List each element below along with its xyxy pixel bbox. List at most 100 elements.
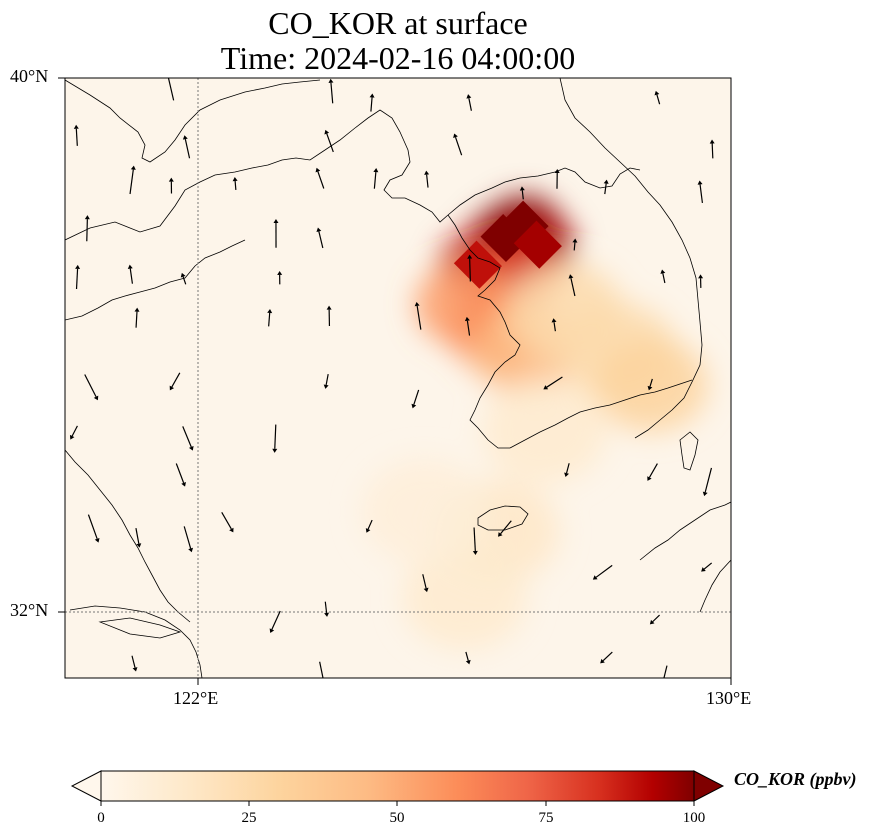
wind-arrow (702, 467, 713, 497)
lon-label-130e: 130°E (706, 688, 752, 708)
colorbar-gradient (101, 771, 694, 801)
wind-arrow (75, 264, 81, 290)
wind-arrow (564, 463, 570, 477)
wind-arrow (323, 373, 329, 389)
plume-blob-13 (402, 546, 527, 650)
coastline-korea-south (509, 379, 693, 449)
cb-tick-label-50: 50 (389, 810, 405, 826)
wind-arrow (273, 219, 279, 248)
wind-arrow (701, 562, 713, 572)
wind-arrow (424, 170, 430, 188)
wind-arrow (572, 238, 578, 251)
wind-arrow (592, 564, 613, 580)
wind-arrow (319, 661, 324, 678)
plume-core-cell-0 (480, 213, 529, 263)
plume-blob-14 (361, 458, 489, 565)
wind-arrow (277, 270, 283, 285)
wind-arrow (87, 514, 100, 543)
colorbar-extend-high (693, 770, 725, 802)
wind-arrow (411, 389, 420, 409)
coastline-kyushu (639, 501, 731, 613)
wind-arrow (698, 274, 704, 288)
wind-arrow (472, 527, 478, 556)
coastline-nk-east (559, 78, 703, 439)
wind-arrow (709, 139, 715, 159)
wind-arrow (498, 520, 512, 537)
wind-arrow (84, 215, 90, 242)
coastline-bohai (65, 79, 321, 163)
coastline-liaodong (65, 109, 449, 241)
wind-arrow (603, 179, 609, 195)
wind-arrow (453, 133, 463, 156)
wind-arrow (169, 372, 181, 391)
wind-arrow (663, 665, 668, 678)
colorbar-extend-low (70, 770, 102, 802)
plume-core-cell-3 (453, 240, 502, 289)
wind-arrow (168, 177, 174, 194)
coastline-yalu (447, 167, 641, 216)
wind-arrow (551, 318, 557, 332)
wind-arrow (647, 378, 653, 391)
coastline-jeju (477, 505, 529, 531)
wind-vectors (69, 78, 715, 678)
wind-arrow (600, 651, 613, 664)
coastline-jiangsu (65, 449, 191, 623)
chart-title: CO_KOR at surface (268, 5, 528, 41)
wind-arrow (180, 272, 187, 285)
coastline-shandong (65, 239, 246, 321)
cb-tick-label-25: 25 (241, 810, 257, 826)
wind-arrow (315, 167, 325, 189)
wind-arrow (272, 424, 278, 453)
wind-arrow (554, 168, 560, 189)
wind-arrow (84, 374, 99, 401)
plume-core-cell-2 (513, 220, 562, 269)
wind-arrow (422, 574, 429, 593)
wind-arrow (183, 526, 194, 553)
lat-label-40n: 40°N (10, 66, 49, 86)
wind-arrow (129, 165, 136, 195)
wind-arrow (269, 610, 281, 634)
concentration-core (453, 200, 562, 289)
wind-arrow (324, 129, 334, 153)
wind-arrow (697, 180, 703, 203)
coastline-tsushima (679, 431, 699, 471)
cb-tick-label-100: 100 (682, 810, 706, 826)
wind-arrow (466, 94, 472, 111)
wind-arrow (467, 254, 473, 282)
wind-arrow (373, 168, 379, 189)
wind-arrow (221, 511, 234, 533)
wind-arrow (232, 177, 238, 190)
coastlines (65, 78, 731, 678)
cb-tick-label-75: 75 (538, 810, 554, 826)
wind-arrow (267, 308, 273, 327)
wind-arrow (660, 269, 666, 284)
wind-arrow (131, 655, 138, 672)
wind-arrow (464, 316, 471, 336)
wind-arrow (69, 425, 78, 440)
lat-label-32n: 32°N (10, 600, 49, 620)
wind-arrow (182, 135, 191, 159)
coastline-chongming (98, 617, 182, 639)
wind-arrow (134, 307, 140, 328)
wind-arrow (326, 305, 332, 327)
wind-arrow (328, 78, 334, 104)
wind-arrow (127, 264, 134, 284)
wind-arrow (543, 376, 563, 390)
wind-arrow (73, 124, 79, 146)
wind-arrow (414, 301, 422, 330)
wind-arrow (135, 527, 142, 548)
wind-arrow (568, 274, 576, 297)
chart-subtitle: Time: 2024-02-16 04:00:00 (220, 40, 576, 76)
wind-arrow (365, 519, 373, 533)
wind-arrow (647, 463, 658, 481)
wind-arrow (519, 186, 525, 200)
lon-label-122e: 122°E (173, 688, 219, 708)
wind-arrow (369, 93, 375, 112)
cb-tick-label-0: 0 (97, 810, 105, 826)
plume-blob-11 (482, 379, 607, 484)
wind-arrow (654, 90, 661, 105)
wind-arrow (649, 614, 660, 625)
wind-arrow (182, 426, 194, 451)
